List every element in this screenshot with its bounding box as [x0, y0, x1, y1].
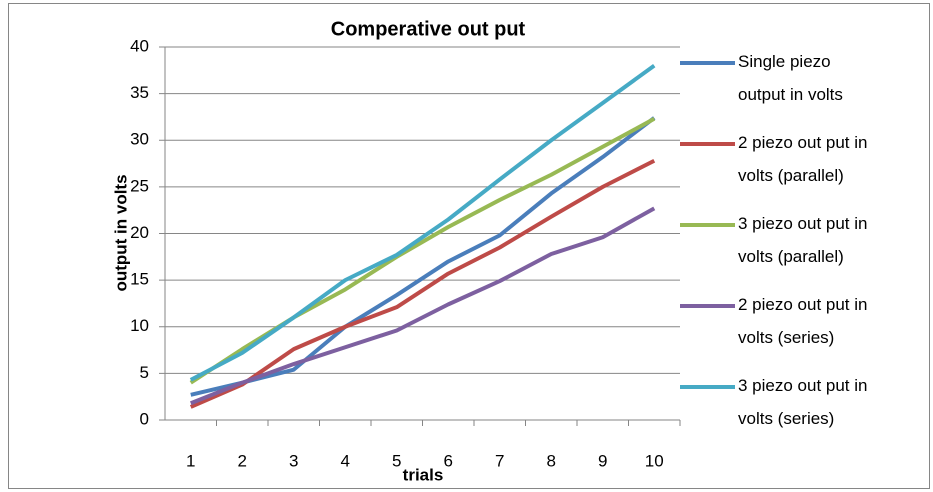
x-tick-label: 10	[645, 451, 664, 470]
y-tick-label: 0	[140, 409, 149, 428]
series-line	[189, 158, 656, 409]
y-axis-label: output in volts	[111, 174, 130, 291]
y-tick-label: 25	[130, 176, 149, 195]
x-tick-label: 4	[341, 451, 350, 470]
y-tick-label: 30	[130, 130, 149, 149]
legend-label: 3 piezo out put in volts (series)	[738, 376, 867, 428]
y-tick-label: 20	[130, 223, 149, 242]
y-tick-label: 35	[130, 83, 149, 102]
x-tick-label: 3	[289, 451, 298, 470]
x-tick-label: 5	[392, 451, 401, 470]
y-tick-label: 40	[130, 36, 149, 55]
legend-label: Single piezo output in volts	[738, 52, 843, 104]
legend-label: 3 piezo out put in volts (parallel)	[738, 214, 867, 266]
series-line	[189, 64, 656, 382]
x-axis-label: trials	[403, 465, 444, 484]
x-tick-label: 1	[186, 451, 195, 470]
x-tick-label: 6	[444, 451, 453, 470]
chart-title: Comperative out put	[331, 18, 526, 40]
y-tick-label: 10	[130, 316, 149, 335]
x-tick-label: 8	[547, 451, 556, 470]
series-line	[190, 116, 656, 397]
series-line	[190, 206, 656, 406]
y-tick-label: 5	[140, 363, 149, 382]
chart-frame	[8, 3, 930, 489]
x-tick-label: 7	[495, 451, 504, 470]
legend-label: 2 piezo out put in volts (parallel)	[738, 133, 867, 185]
x-tick-label: 2	[238, 451, 247, 470]
x-tick-label: 9	[598, 451, 607, 470]
legend-label: 2 piezo out put in volts (series)	[738, 295, 867, 347]
y-tick-label: 15	[130, 270, 149, 289]
